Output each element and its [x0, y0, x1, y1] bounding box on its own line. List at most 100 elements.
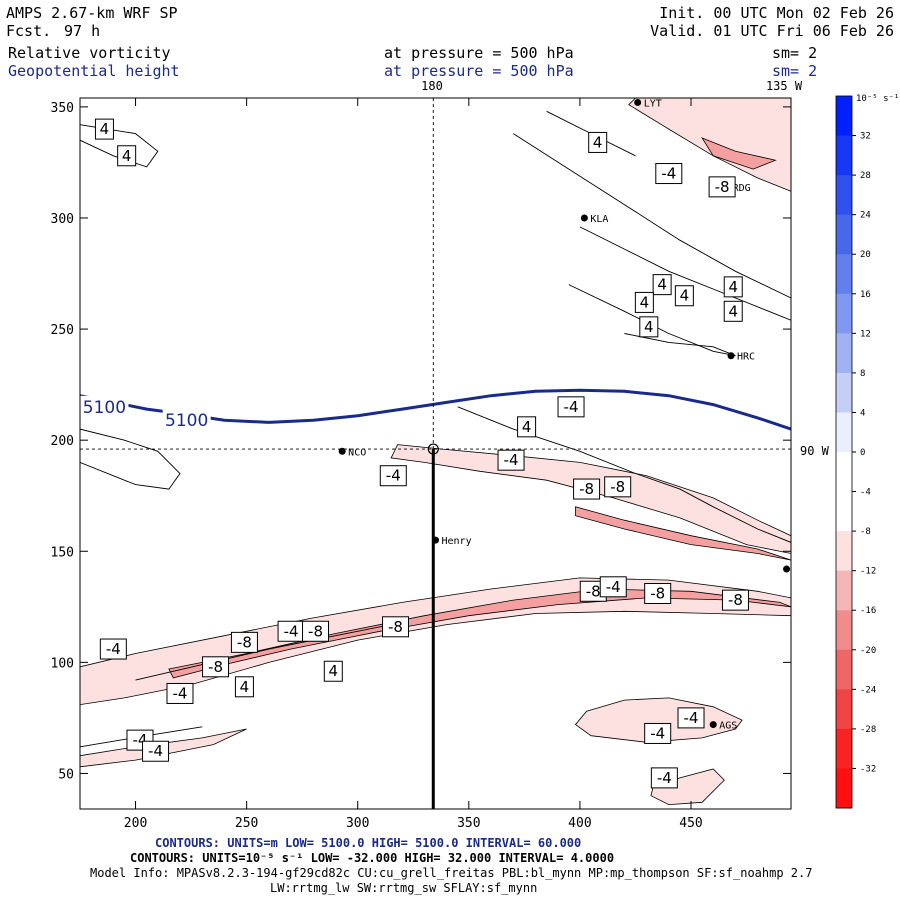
contour-label-2: -4	[106, 640, 121, 658]
footer-physics-info: LW:rrtmg_lw SW:rrtmg_sw SFLAY:sf_mynn	[270, 881, 537, 895]
vorticity-neg4-region-2	[390, 444, 791, 554]
contour-label-27: -4	[661, 165, 676, 183]
colorbar-label-1: 28	[860, 171, 871, 181]
contour-label-box-24	[677, 707, 705, 729]
contour-label-5: -4	[173, 684, 188, 702]
geopotential-5100-contour: 5100 5100	[80, 388, 791, 431]
contour-label-box-31	[723, 276, 743, 298]
vorticity-pos4-line-7	[135, 621, 403, 681]
contour-label-17: -8	[579, 480, 594, 498]
vorticity-pos4-line-1	[80, 124, 159, 168]
contour-label-28: -8	[715, 178, 730, 196]
contour-label-box-32	[723, 300, 743, 322]
contour-label-box-1	[117, 145, 137, 167]
station-dot-3	[727, 352, 735, 360]
station-label-kla: KLA	[590, 214, 608, 225]
colorbar-label-3: 20	[860, 250, 871, 260]
colorbar-segment-15	[836, 689, 852, 730]
station-label-rdg: RDG	[733, 183, 751, 194]
contour-label-box-27	[655, 163, 683, 185]
x-tick-label-450: 450	[679, 816, 702, 831]
station-dot-0	[338, 447, 346, 455]
station-dot-5	[709, 721, 717, 729]
contour-label-14: -4	[504, 451, 519, 469]
contour-label-31: 4	[728, 278, 738, 296]
field2-level: at pressure = 500 hPa	[384, 62, 574, 80]
contour-label-box-33	[634, 291, 654, 313]
field1-smoothing: sm= 2	[772, 44, 817, 62]
colorbar-segment-1	[836, 135, 852, 176]
contour-label-6: -8	[208, 658, 223, 676]
contour-label-10: -8	[308, 622, 323, 640]
colorbar-segment-0	[836, 96, 852, 137]
contour-label-box-17	[573, 478, 601, 500]
meridian-90w-label: 90 W	[800, 444, 830, 458]
contour-label-box-2	[99, 638, 127, 660]
station-label-henry: Henry	[442, 536, 472, 547]
height-label-bg-1	[162, 409, 211, 430]
x-tick-label-300: 300	[346, 816, 369, 831]
station-label-ags: AGS	[719, 721, 737, 732]
colorbar-label-12: -16	[860, 606, 876, 616]
contour-label-11: 4	[329, 662, 339, 680]
colorbar-label-11: -12	[860, 567, 876, 577]
colorbar-label-0: 32	[860, 132, 871, 142]
height-contour-label-0: 5100	[83, 398, 126, 418]
colorbar-label-10: -8	[860, 527, 871, 537]
contour-label-18: -8	[610, 478, 625, 496]
contour-label-box-28	[708, 176, 736, 198]
colorbar-segment-7	[836, 372, 852, 413]
contour-label-box-8	[230, 631, 258, 653]
contour-label-33: 4	[640, 293, 650, 311]
colorbar-label-7: 4	[860, 408, 865, 418]
contour-label-9: -4	[284, 622, 299, 640]
contour-label-box-0	[94, 118, 114, 140]
contour-label-box-7	[234, 676, 254, 698]
colorbar-label-9: -4	[860, 488, 871, 498]
station-label-lyt: LYT	[644, 98, 662, 109]
station-dot-7	[783, 565, 791, 573]
contour-label-box-15	[517, 416, 537, 438]
contour-label-13: -4	[386, 467, 401, 485]
meridian-180-label: 180	[421, 79, 443, 93]
contour-label-box-21	[644, 582, 672, 604]
vorticity-pos4-line-4	[513, 133, 791, 299]
contour-label-0: 4	[100, 120, 110, 138]
contour-label-7: 4	[240, 678, 250, 696]
colorbar-segment-10	[836, 491, 852, 532]
vorticity-pos4-line-6	[624, 333, 736, 357]
valid-time: Valid. 01 UTC Fri 06 Feb 26	[650, 22, 894, 40]
colorbar-unit: 10⁻⁵ s⁻¹	[856, 94, 899, 104]
colorbar-segment-11	[836, 531, 852, 572]
y-tick-label-200: 200	[51, 434, 74, 449]
colorbar-label-4: 16	[860, 290, 871, 300]
contour-label-23: -4	[650, 724, 665, 742]
meridian-135w-label: 135 W	[766, 79, 803, 93]
plot-frame	[79, 97, 792, 810]
colorbar-label-14: -24	[860, 685, 876, 695]
y-tick-label-300: 300	[51, 212, 74, 227]
forecast-label: Fcst.	[6, 22, 51, 40]
y-tick-label-150: 150	[51, 545, 74, 560]
contour-label-25: -4	[657, 769, 672, 787]
x-tick-label-400: 400	[568, 816, 591, 831]
field2-smoothing: sm= 2	[772, 62, 817, 80]
contour-label-22: -8	[728, 591, 743, 609]
contour-label-34: 4	[644, 318, 654, 336]
colorbar-segment-6	[836, 333, 852, 374]
colorbar-segment-12	[836, 570, 852, 611]
model-title: AMPS 2.67-km WRF SP	[6, 4, 178, 22]
contour-label-box-16	[557, 396, 585, 418]
y-tick-label-100: 100	[51, 656, 74, 671]
contour-label-box-13	[379, 465, 407, 487]
station-dot-1	[432, 536, 439, 544]
field1-name: Relative vorticity	[8, 44, 171, 62]
colorbar-segment-13	[836, 610, 852, 651]
field2-name: Geopotential height	[8, 62, 180, 80]
stations: NCO Henry KLA HRC RDG AGS LYT	[338, 98, 791, 732]
contour-label-21: -8	[650, 584, 665, 602]
contour-label-32: 4	[728, 302, 738, 320]
contour-label-19: -8	[586, 582, 601, 600]
